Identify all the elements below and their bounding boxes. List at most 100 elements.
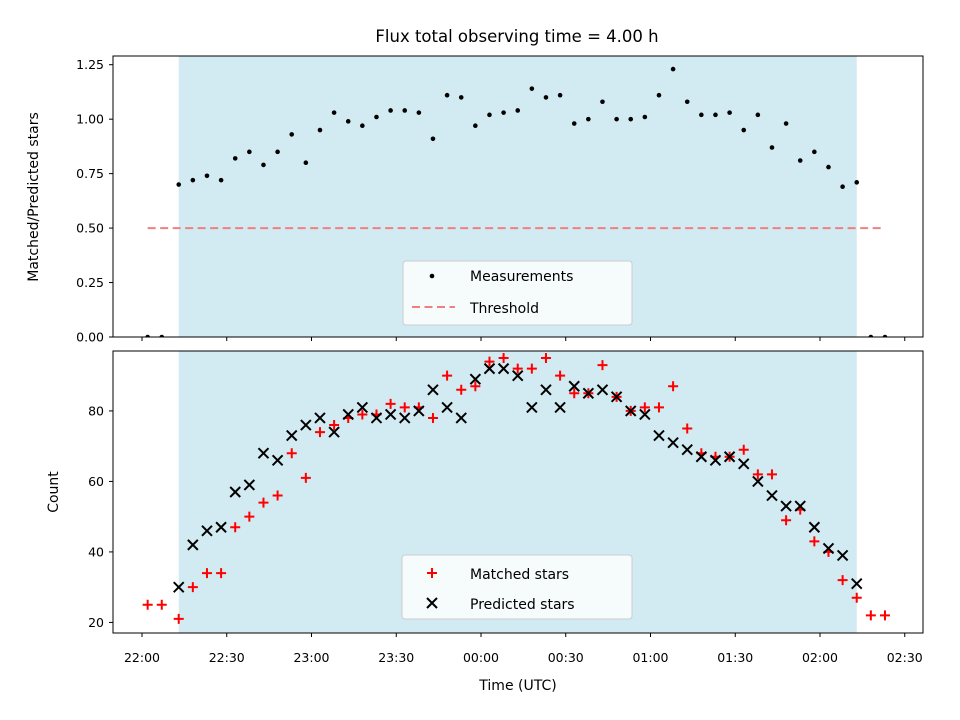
matched-star-point <box>668 381 679 392</box>
matched-star-point <box>399 402 410 413</box>
top-x-ticks <box>141 337 906 341</box>
matched-star-point <box>329 420 340 431</box>
y-tick-label: 0.00 <box>76 330 104 345</box>
measurement-point <box>360 123 365 129</box>
matched-star-point <box>286 448 297 459</box>
measurement-point <box>826 164 831 170</box>
predicted-star-point <box>229 486 241 498</box>
predicted-star-point <box>483 362 496 375</box>
predicted-star-point <box>497 362 510 375</box>
measurement-point <box>642 114 648 120</box>
matched-star-point <box>272 490 283 501</box>
measurement-point <box>204 173 210 179</box>
matched-star-point <box>540 353 551 364</box>
measurement-point <box>755 112 761 118</box>
matched-star-point <box>385 398 396 409</box>
measurement-point <box>501 110 506 115</box>
matched-star-point <box>879 610 890 621</box>
bottom-y-axis-label: Count <box>46 471 62 513</box>
matched-star-point <box>258 497 269 508</box>
measurement-point <box>515 108 521 113</box>
predicted-star-point <box>836 549 849 562</box>
measurement-point <box>275 149 280 155</box>
x-tick-label: 23:00 <box>293 650 329 665</box>
bottom-legend: Matched stars Predicted stars <box>401 554 633 620</box>
measurement-point <box>218 177 224 183</box>
measurement-point <box>557 92 563 98</box>
measurement-point <box>684 99 690 105</box>
measurement-point <box>699 112 704 118</box>
measurement-point <box>430 136 436 142</box>
measurement-point <box>769 145 775 150</box>
predicted-star-point <box>370 412 383 424</box>
measurement-point <box>797 158 803 163</box>
predicted-star-point <box>427 384 439 396</box>
predicted-star-point <box>441 401 453 414</box>
predicted-star-point <box>173 581 185 593</box>
predicted-star-point <box>187 539 199 551</box>
matched-star-point <box>314 427 325 438</box>
predicted-star-point <box>413 405 425 417</box>
predicted-star-point <box>780 500 792 512</box>
measurement-point <box>416 110 422 115</box>
predicted-star-point <box>568 380 580 392</box>
matched-star-point <box>187 582 198 593</box>
measurement-point <box>727 110 732 115</box>
matched-star-point <box>244 511 255 522</box>
matched-star-point <box>173 613 184 624</box>
measurement-point <box>388 108 393 113</box>
predicted-star-point <box>709 454 722 466</box>
top-legend: Measurements Threshold <box>402 260 633 326</box>
y-tick-label: 0.50 <box>76 221 104 236</box>
matched-star-point <box>639 402 650 413</box>
predicted-star-point <box>723 451 736 463</box>
matched-star-point <box>781 515 792 526</box>
predicted-star-point <box>639 408 651 421</box>
matched-star-point <box>752 469 763 480</box>
x-tick-label: 23:30 <box>378 650 414 665</box>
measurement-point <box>670 66 676 72</box>
x-tick-label: 00:00 <box>463 650 499 665</box>
predicted-star-point <box>215 521 227 533</box>
matched-star-point <box>230 522 241 533</box>
matched-star-point <box>484 356 495 367</box>
predicted-star-point <box>356 401 369 414</box>
measurement-point <box>232 156 238 161</box>
matched-star-point <box>300 472 311 483</box>
legend-box <box>401 554 633 620</box>
bottom-y-ticks: 20 40 60 80 <box>88 403 113 630</box>
predicted-star-point <box>328 426 340 438</box>
matched-star-point <box>142 599 153 610</box>
top-marks <box>145 66 888 337</box>
matched-star-point <box>738 444 749 455</box>
measurement-point <box>840 184 845 189</box>
predicted-star-point <box>342 408 354 421</box>
predicted-star-point <box>554 401 566 414</box>
measurement-point <box>303 160 309 166</box>
matched-star-point <box>442 370 453 381</box>
y-tick-label: 20 <box>88 615 104 630</box>
predicted-star-point <box>653 429 665 442</box>
legend-measurement-marker <box>429 273 435 279</box>
measurement-point <box>331 110 337 115</box>
top-y-axis-label: Matched/Predicted stars <box>26 112 42 282</box>
predicted-star-point <box>243 479 256 491</box>
predicted-star-point <box>794 500 806 512</box>
matched-star-point <box>653 402 664 413</box>
predicted-star-point <box>625 405 637 417</box>
legend-label-matched: Matched stars <box>470 567 569 583</box>
measurement-point <box>261 162 266 168</box>
measurement-point <box>812 149 817 155</box>
x-tick-label: 22:30 <box>209 650 245 665</box>
measurement-point <box>854 180 860 185</box>
matched-star-point <box>201 568 212 579</box>
matched-star-point <box>156 599 167 610</box>
matched-star-point <box>427 412 438 423</box>
matched-star-point <box>865 610 876 621</box>
predicted-star-point <box>257 447 270 459</box>
matched-star-point <box>357 409 368 420</box>
measurement-point <box>571 121 577 126</box>
bottom-marks <box>142 353 890 624</box>
measurement-point <box>176 182 182 187</box>
